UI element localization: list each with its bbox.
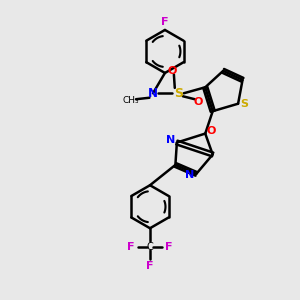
Text: O: O (193, 97, 203, 107)
Text: F: F (128, 242, 135, 252)
Text: C: C (147, 242, 153, 252)
Text: N: N (148, 87, 158, 100)
Text: O: O (206, 126, 216, 136)
Text: F: F (161, 16, 169, 27)
Text: O: O (168, 66, 177, 76)
Text: N: N (166, 134, 175, 145)
Text: F: F (146, 261, 154, 271)
Text: S: S (241, 99, 249, 109)
Text: F: F (165, 242, 172, 252)
Text: N: N (185, 170, 194, 180)
Text: CH₃: CH₃ (122, 96, 139, 105)
Text: S: S (174, 87, 183, 100)
